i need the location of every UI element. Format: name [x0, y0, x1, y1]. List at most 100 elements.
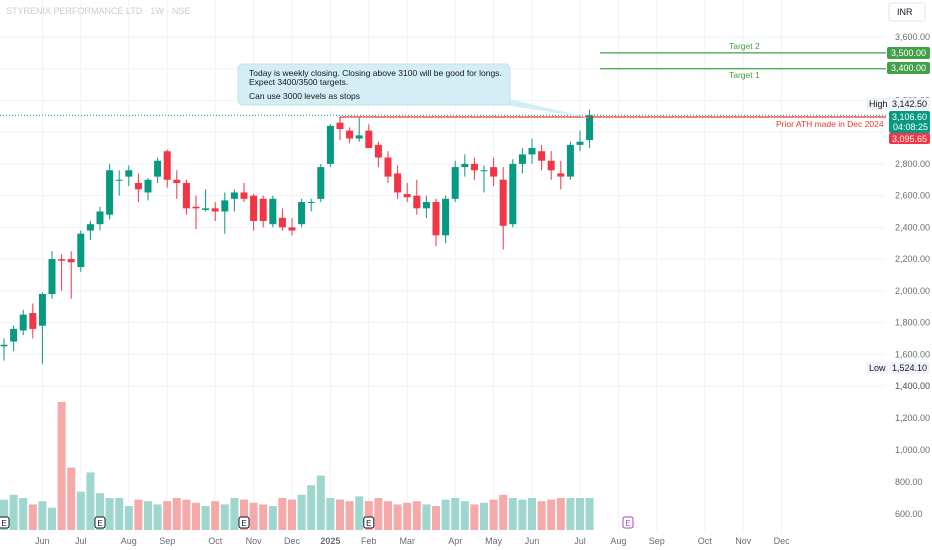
candle [499, 167, 507, 250]
candle [0, 338, 8, 361]
volume-bar [220, 504, 229, 530]
target2-price-tag: 3,500.00 [887, 47, 930, 59]
candle [490, 157, 498, 187]
time-tick-label: Sep [159, 536, 175, 546]
candle [509, 159, 517, 228]
earnings-marker[interactable]: E [363, 516, 375, 529]
volume-bar [172, 498, 181, 530]
volume-tick-label: 1,200.00 [895, 413, 930, 423]
annotation-note[interactable]: Today is weekly closing. Closing above 3… [237, 63, 590, 118]
volume-bar [268, 506, 277, 530]
volume-bar [38, 501, 47, 530]
volume-tick-label: 800.00 [895, 477, 923, 487]
note-line-3: Can use 3000 levels as stops [249, 91, 360, 101]
volume-bar [384, 501, 392, 530]
volume-bar [278, 498, 287, 530]
time-tick-label: Jul [574, 536, 586, 546]
target1-label: Target 1 [729, 70, 760, 80]
time-axis[interactable]: Jun Jul Aug Sep Oct Nov Dec 2025 Feb Mar Apr May Jun… [35, 536, 790, 546]
candle [442, 195, 450, 244]
price-tick-label: 1,400.00 [895, 381, 930, 391]
volume-bar [201, 506, 210, 530]
earnings-marker[interactable]: E [238, 516, 250, 529]
candle [211, 201, 219, 222]
candle [10, 325, 18, 352]
candles [0, 109, 594, 364]
volume-bar [336, 499, 344, 530]
candle [19, 309, 27, 336]
candle [278, 208, 286, 231]
time-tick-label: Apr [448, 536, 462, 546]
volume-bar [508, 498, 517, 530]
candle [432, 198, 440, 247]
currency-label: INR [897, 7, 913, 17]
volume-bar [96, 493, 104, 530]
volume-bar [393, 504, 402, 530]
candle [326, 124, 334, 168]
volume-bar [441, 499, 450, 530]
candle-countdown: 04:08:25 [893, 122, 928, 132]
volume-bar [105, 498, 114, 530]
volume-bar [76, 491, 85, 530]
candle [576, 130, 584, 152]
candle [221, 192, 229, 234]
volume-bar [48, 507, 56, 530]
candle [566, 141, 574, 180]
candle [240, 182, 248, 202]
earnings-marker[interactable]: E [622, 516, 634, 529]
candle [547, 151, 555, 180]
candle [269, 195, 277, 228]
candle [538, 144, 546, 171]
volume-bar [355, 496, 364, 530]
time-tick-label: Nov [246, 536, 263, 546]
note-line-1: Today is weekly closing. Closing above 3… [249, 68, 502, 78]
volume-bar [499, 494, 508, 530]
candle [403, 182, 411, 202]
price-tick-label: 2,200.00 [895, 254, 930, 264]
price-tick-label: 1,600.00 [895, 349, 930, 359]
volume-bars [0, 402, 594, 530]
volume-bar [537, 501, 546, 530]
candle [67, 251, 75, 299]
volume-bar [403, 502, 412, 530]
svg-text:3,500.00: 3,500.00 [891, 48, 926, 58]
volume-bar [249, 502, 258, 530]
volume-bar [259, 504, 268, 530]
time-tick-label: Aug [610, 536, 626, 546]
svg-text:High: High [869, 99, 888, 109]
earnings-marker[interactable]: E [0, 516, 10, 529]
candle [365, 124, 373, 149]
target1-price-tag: 3,400.00 [887, 62, 930, 74]
volume-bar [19, 498, 28, 530]
svg-text:E: E [241, 519, 246, 528]
volume-bar [326, 498, 335, 530]
candle [173, 170, 181, 199]
volume-bar [489, 499, 498, 530]
candle [384, 151, 392, 183]
time-tick-label: Dec [284, 536, 301, 546]
time-tick-label: Aug [121, 536, 137, 546]
candle [413, 179, 421, 215]
volume-bar [547, 499, 556, 530]
price-tick-label: 2,600.00 [895, 191, 930, 201]
candle [144, 178, 152, 201]
volume-bar [316, 475, 325, 530]
prior-ath-price-tag: 3,095.65 [889, 133, 930, 144]
volume-bar [518, 499, 527, 530]
target2-label: Target 2 [729, 41, 760, 51]
earnings-marker[interactable]: E [94, 516, 106, 529]
volume-bar [192, 502, 200, 530]
volume-bar [566, 498, 575, 530]
volume-bar [576, 498, 584, 530]
volume-bar [230, 498, 239, 530]
volume-bar [585, 498, 594, 530]
volume-tick-label: 1,400.00 [895, 381, 930, 391]
candle [182, 179, 190, 215]
currency-button[interactable]: INR [888, 2, 926, 22]
volume-bar [86, 472, 95, 530]
volume-bar [67, 467, 76, 530]
candle [518, 148, 526, 174]
candle [394, 165, 402, 199]
volume-bar [153, 504, 162, 530]
